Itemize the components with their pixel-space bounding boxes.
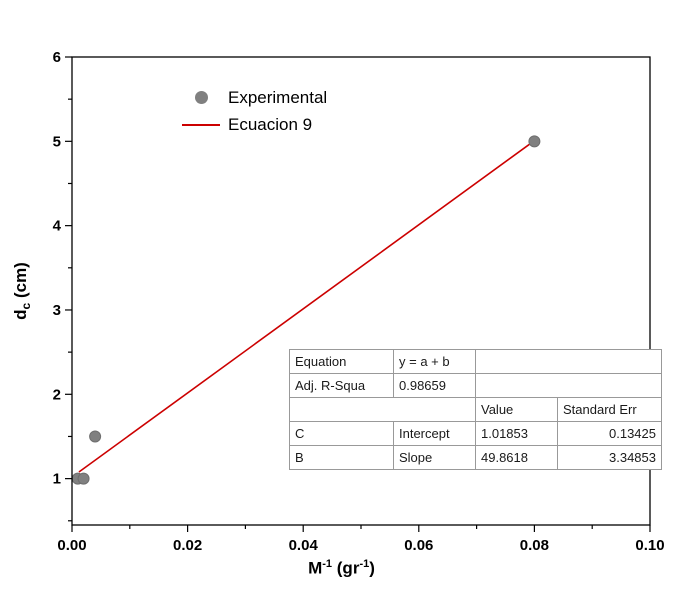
x-title-superscript-2: -1 bbox=[359, 558, 370, 570]
svg-text:6: 6 bbox=[53, 49, 61, 66]
stats-equation-value: y = a + b bbox=[393, 349, 476, 374]
x-axis-title: M-1 (gr-1) bbox=[0, 558, 683, 579]
stats-value-header: Value bbox=[475, 397, 558, 422]
svg-text:0.00: 0.00 bbox=[57, 537, 86, 554]
fit-stats-table: Equation y = a + b Adj. R-Squa 0.98659 V… bbox=[289, 349, 662, 470]
svg-text:4: 4 bbox=[53, 218, 62, 235]
y-title-units: (cm) bbox=[10, 262, 30, 303]
x-title-superscript-1: -1 bbox=[322, 558, 333, 570]
stats-c-stderr: 0.13425 bbox=[557, 421, 662, 446]
stats-c-name: C bbox=[289, 421, 394, 446]
legend-entry-experimental: Experimental bbox=[180, 84, 327, 111]
legend-entry-ecuacion9: Ecuacion 9 bbox=[180, 111, 327, 138]
y-title-subscript: c bbox=[19, 302, 34, 310]
legend-marker-cell bbox=[180, 91, 222, 104]
x-title-units: (gr bbox=[332, 558, 360, 578]
stats-stderr-header: Standard Err bbox=[557, 397, 662, 422]
y-axis-title: dc (cm) bbox=[11, 262, 33, 320]
svg-text:0.06: 0.06 bbox=[404, 537, 433, 554]
table-row: Adj. R-Squa 0.98659 bbox=[289, 373, 662, 398]
stats-adj-r-label: Adj. R-Squa bbox=[289, 373, 394, 398]
legend-marker-cell bbox=[180, 123, 222, 126]
scatter-marker-icon bbox=[194, 91, 208, 104]
stats-c-value: 1.01853 bbox=[475, 421, 558, 446]
svg-text:2: 2 bbox=[53, 386, 61, 403]
svg-text:0.08: 0.08 bbox=[520, 537, 549, 554]
stats-b-param: Slope bbox=[393, 445, 476, 470]
svg-text:3: 3 bbox=[53, 302, 61, 319]
stats-c-param: Intercept bbox=[393, 421, 476, 446]
stats-b-value: 49.8618 bbox=[475, 445, 558, 470]
x-title-close-paren: ) bbox=[369, 558, 375, 578]
svg-text:1: 1 bbox=[53, 471, 61, 488]
stats-empty-cell bbox=[289, 397, 476, 422]
stats-b-stderr: 3.34853 bbox=[557, 445, 662, 470]
stats-b-name: B bbox=[289, 445, 394, 470]
stats-adj-r-value: 0.98659 bbox=[393, 373, 476, 398]
svg-text:5: 5 bbox=[53, 133, 61, 150]
legend-label-ecuacion9: Ecuacion 9 bbox=[228, 114, 313, 134]
svg-text:0.02: 0.02 bbox=[173, 537, 202, 554]
stats-equation-label: Equation bbox=[289, 349, 394, 374]
y-title-base: d bbox=[10, 309, 30, 320]
legend: Experimental Ecuacion 9 bbox=[170, 80, 338, 142]
legend-label-experimental: Experimental bbox=[228, 87, 328, 107]
table-row: C Intercept 1.01853 0.13425 bbox=[289, 421, 662, 446]
stats-empty-cell bbox=[475, 349, 662, 374]
fit-line-marker-icon bbox=[182, 123, 220, 126]
table-row: Value Standard Err bbox=[289, 397, 662, 422]
stats-empty-cell bbox=[475, 373, 662, 398]
svg-text:0.04: 0.04 bbox=[289, 537, 319, 554]
table-row: Equation y = a + b bbox=[289, 349, 662, 374]
x-title-base: M bbox=[308, 558, 323, 578]
svg-text:0.10: 0.10 bbox=[635, 537, 664, 554]
table-row: B Slope 49.8618 3.34853 bbox=[289, 445, 662, 470]
